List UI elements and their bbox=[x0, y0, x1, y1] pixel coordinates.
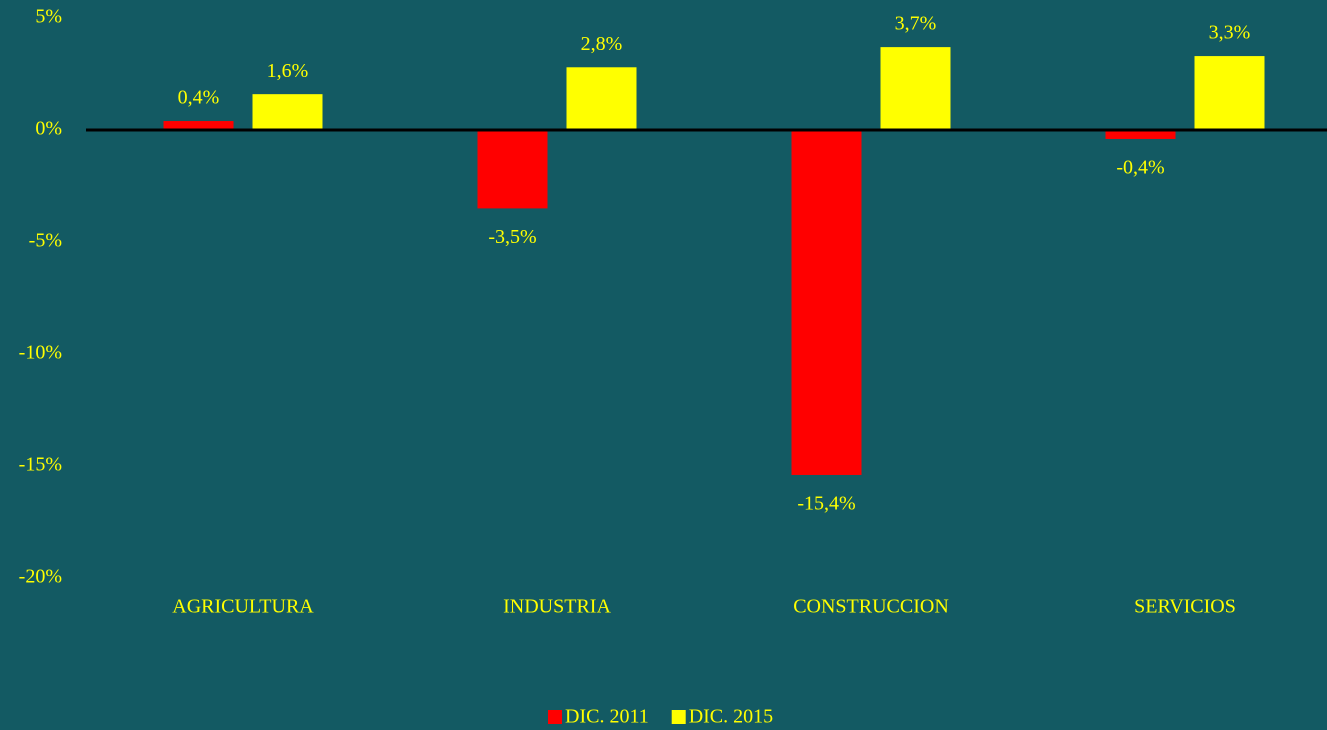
x-tick-label: SERVICIOS bbox=[1134, 596, 1236, 618]
bar bbox=[791, 130, 862, 475]
bar bbox=[252, 94, 323, 130]
bar bbox=[1105, 130, 1176, 139]
legend-label: DIC. 2011 bbox=[565, 706, 649, 728]
y-tick-label: -5% bbox=[29, 230, 62, 252]
y-tick-label: 0% bbox=[35, 118, 62, 140]
legend-swatch bbox=[548, 710, 562, 724]
y-tick-label: -15% bbox=[19, 454, 62, 476]
bar bbox=[477, 130, 548, 209]
value-label: 3,3% bbox=[1209, 22, 1251, 44]
value-label: -0,4% bbox=[1116, 157, 1164, 179]
bar bbox=[1194, 56, 1265, 130]
x-tick-label: CONSTRUCCION bbox=[793, 596, 949, 618]
bar bbox=[566, 67, 637, 130]
legend-swatch bbox=[671, 710, 686, 724]
bar bbox=[880, 47, 951, 131]
value-label: -15,4% bbox=[797, 493, 855, 515]
x-tick-label: AGRICULTURA bbox=[172, 596, 314, 618]
legend-label: DIC. 2015 bbox=[689, 706, 773, 728]
y-tick-label: -10% bbox=[19, 342, 62, 364]
bar bbox=[163, 121, 234, 130]
y-tick-label: -20% bbox=[19, 566, 62, 588]
y-tick-label: 5% bbox=[35, 6, 62, 28]
value-label: 1,6% bbox=[267, 60, 309, 82]
x-tick-label: INDUSTRIA bbox=[503, 596, 611, 618]
value-label: 2,8% bbox=[581, 33, 623, 55]
value-label: 3,7% bbox=[895, 13, 937, 35]
value-label: -3,5% bbox=[488, 226, 536, 248]
value-label: 0,4% bbox=[178, 87, 220, 109]
